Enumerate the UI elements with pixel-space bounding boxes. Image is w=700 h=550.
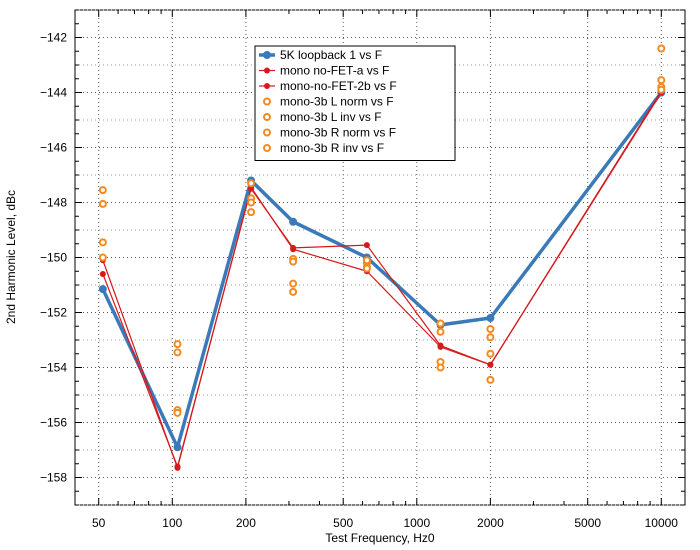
legend-label: mono-3b R norm vs F	[280, 126, 396, 140]
data-point	[657, 44, 666, 53]
data-point	[657, 85, 666, 94]
data-point	[486, 325, 495, 333]
data-point	[174, 464, 181, 471]
legend-entry: 5K loopback 1 vs F	[259, 48, 382, 62]
data-point	[173, 348, 182, 357]
data-point	[436, 327, 445, 336]
data-point	[173, 408, 182, 417]
legend-marker	[263, 144, 271, 152]
legend-marker	[263, 128, 271, 137]
legend-entry: mono no-FET-a vs F	[259, 64, 389, 78]
legend-entry: mono-3b R norm vs F	[263, 126, 396, 140]
data-point	[362, 264, 371, 273]
data-point	[173, 443, 182, 452]
legend-marker	[263, 51, 271, 59]
data-point	[98, 238, 107, 247]
series-6	[98, 85, 666, 417]
data-point	[247, 179, 256, 188]
legend-entry: mono-3b L norm vs F	[263, 95, 394, 109]
legend-marker	[264, 67, 270, 74]
x-tick-label: 2000	[477, 516, 504, 530]
legend-label: mono-3b L inv vs F	[280, 110, 382, 124]
data-point	[363, 242, 370, 249]
y-tick-label: −152	[40, 306, 67, 320]
x-tick-label: 10000	[645, 516, 679, 530]
data-point	[486, 375, 495, 384]
data-point	[289, 279, 298, 288]
y-tick-label: −154	[40, 361, 67, 375]
legend-entry: mono-no-FET-2b vs F	[259, 79, 397, 93]
data-point	[657, 76, 666, 85]
legend-entry: mono-3b R inv vs F	[263, 141, 384, 155]
x-tick-label: 1000	[403, 516, 430, 530]
y-tick-label: −146	[40, 141, 67, 155]
data-point	[290, 246, 297, 253]
data-point	[289, 257, 298, 266]
x-tick-label: 100	[162, 516, 182, 530]
y-tick-label: −144	[40, 86, 67, 100]
legend-label: mono no-FET-a vs F	[280, 64, 389, 78]
legend-label: mono-3b L norm vs F	[280, 95, 394, 109]
legend-box	[254, 45, 456, 161]
y-axis-label: 2nd Harmonic Level, dBc	[4, 190, 18, 324]
data-point	[436, 319, 445, 328]
y-tick-label: −158	[40, 471, 67, 485]
ticks: 50 100 200 500 1000 2000 5000 10000 −158 −156 −154…	[40, 9, 685, 530]
legend-entry: mono-3b L inv vs F	[263, 110, 382, 124]
legend-marker	[263, 113, 271, 121]
x-tick-label: 500	[333, 516, 353, 530]
x-axis-label: Test Frequency, Hz0	[325, 531, 434, 545]
x-tick-label: 200	[236, 516, 256, 530]
data-point	[436, 363, 445, 372]
legend-label: 5K loopback 1 vs F	[280, 48, 382, 62]
data-point	[362, 256, 371, 265]
data-point	[247, 208, 256, 217]
data-point	[98, 199, 107, 208]
x-tick-label: 5000	[574, 516, 601, 530]
data-point	[486, 333, 495, 342]
series-layer	[98, 44, 666, 471]
data-point	[98, 253, 107, 262]
data-point	[486, 349, 495, 358]
data-point	[289, 217, 298, 226]
data-point	[437, 343, 444, 350]
legend-label: mono-no-FET-2b vs F	[280, 79, 397, 93]
data-point	[289, 287, 298, 296]
data-point	[99, 271, 106, 277]
legend-marker	[264, 83, 270, 89]
legend-label: mono-3b R inv vs F	[280, 141, 384, 155]
y-tick-label: −148	[40, 196, 67, 210]
data-point	[173, 340, 182, 349]
series-line	[101, 91, 663, 449]
data-point	[487, 361, 494, 368]
series-line	[102, 92, 662, 469]
data-point	[98, 285, 107, 294]
y-tick-label: −142	[40, 31, 67, 45]
y-tick-label: −156	[40, 416, 67, 430]
data-point	[98, 186, 107, 195]
legend-marker	[263, 97, 271, 106]
x-tick-label: 50	[92, 516, 106, 530]
data-point	[486, 314, 495, 322]
y-tick-label: −150	[40, 251, 67, 265]
data-point	[247, 198, 256, 207]
